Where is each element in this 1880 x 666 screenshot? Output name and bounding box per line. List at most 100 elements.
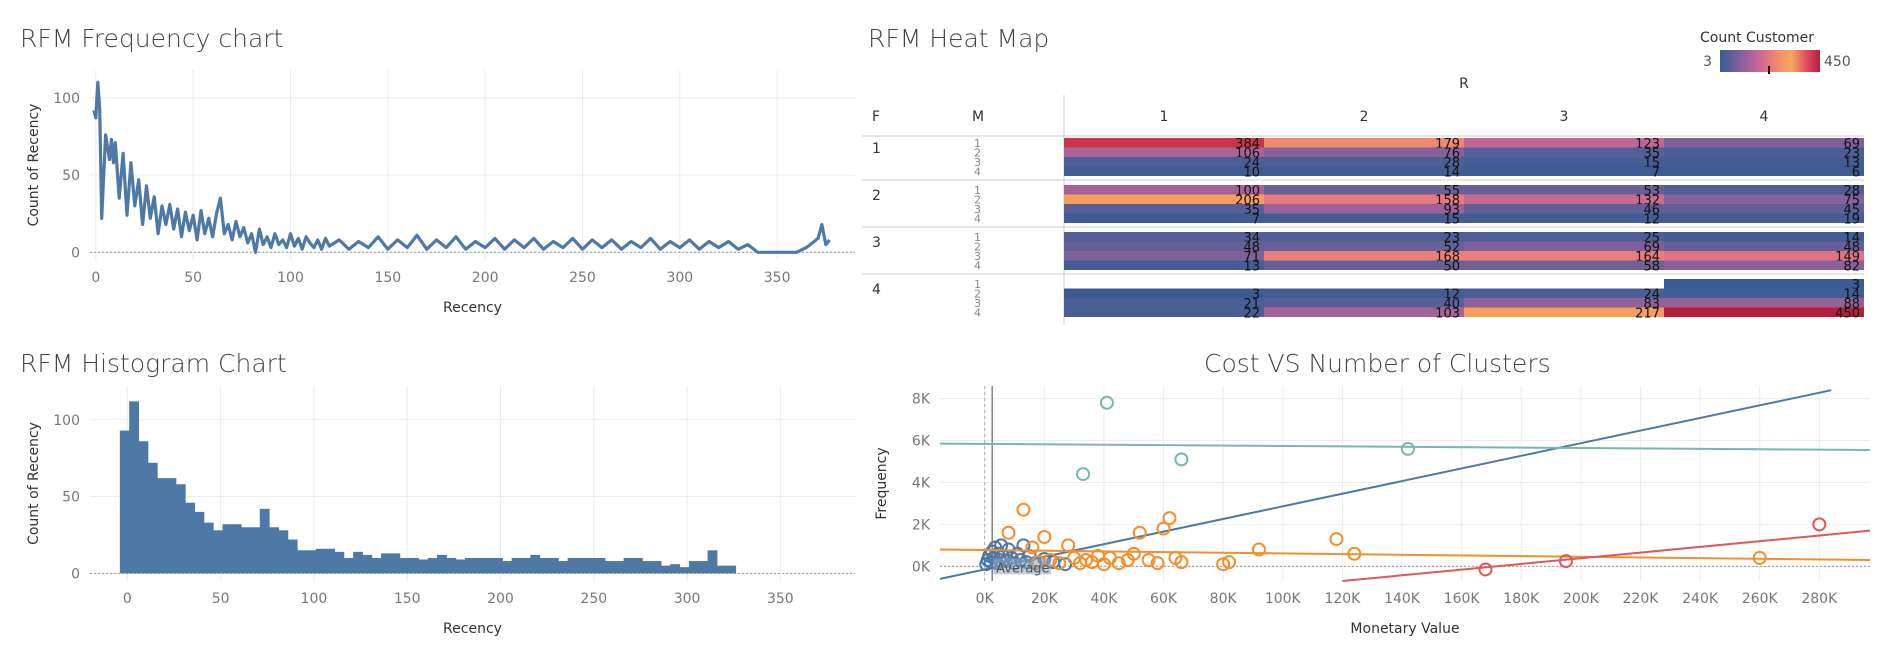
scatter-point (1052, 556, 1067, 571)
m-label: 1 (974, 231, 981, 244)
heat-cell (1264, 166, 1464, 176)
histogram-bar (493, 557, 503, 574)
heat-title: RFM Heat Map (868, 24, 1050, 53)
heat-cell (1664, 138, 1864, 148)
scatter-point (1156, 521, 1171, 536)
scatter-point (1061, 538, 1076, 553)
heat-cell (1664, 288, 1864, 298)
scatter-point (1347, 546, 1362, 561)
legend-bar (1720, 50, 1820, 72)
histogram-bar (567, 557, 578, 574)
f-label: 2 (872, 188, 881, 204)
heat-cell (1064, 147, 1264, 157)
histogram-bar (418, 559, 429, 574)
f-label: 1 (872, 141, 881, 157)
histogram-bar (670, 564, 681, 574)
heat-cell (1264, 260, 1464, 270)
histogram-bar (259, 508, 270, 574)
x-tick-label: 100K (1265, 591, 1302, 607)
heat-value: 13 (1243, 260, 1260, 275)
scatter-point (1400, 441, 1415, 456)
m-label: 4 (974, 166, 981, 179)
scatter-point (1079, 553, 1094, 568)
histogram-bar (343, 557, 354, 574)
heat-value: 450 (1835, 307, 1860, 322)
histogram-bar (707, 550, 718, 574)
scatter-point (1016, 502, 1031, 517)
heat-cell (1464, 213, 1664, 223)
heat-cell (1664, 147, 1864, 157)
histogram-bar (278, 530, 289, 574)
x-tick-label: 150 (374, 270, 401, 286)
heat-cell (1264, 251, 1464, 261)
histogram-bar (185, 502, 195, 574)
heat-value: 6 (1852, 166, 1860, 181)
m-label: 1 (974, 184, 981, 197)
histogram-bar (409, 557, 419, 574)
scatter-point (1099, 395, 1114, 410)
legend-max: 450 (1824, 54, 1851, 70)
heat-cell (1064, 260, 1264, 270)
histogram-bar (390, 553, 401, 574)
clusters-chart: 0K 20K 40K 60K 80K 100K 120K 140K 160K 180K 200K 22… (874, 386, 1871, 637)
heat-value: 82 (1843, 260, 1860, 275)
y-tick-label: 6K (912, 434, 931, 450)
x-tick-label: 50 (184, 270, 202, 286)
scatter-point (1126, 546, 1141, 561)
histogram-bar (502, 561, 513, 574)
histogram-bar (362, 554, 373, 574)
x-tick-label: 350 (764, 270, 791, 286)
heat-cell (1464, 232, 1664, 242)
histogram-bar (315, 548, 326, 574)
x-tick-label: 100 (301, 591, 328, 607)
histogram-bar (138, 441, 149, 574)
heat-cell (1664, 204, 1864, 214)
heat-cell (1064, 157, 1264, 167)
histogram-bar (194, 511, 205, 574)
x-axis-label: Recency (443, 300, 502, 316)
heat-cell (1064, 251, 1264, 261)
scatter-point (1037, 529, 1052, 544)
heat-value: 3 (1252, 288, 1260, 303)
histogram-bar (381, 553, 391, 574)
heat-value: 58 (1643, 260, 1660, 275)
heat-cell (1264, 307, 1464, 317)
heat-cell (1464, 166, 1664, 176)
heat-cell (1664, 213, 1864, 223)
x-tick-label: 160K (1444, 591, 1481, 607)
histogram-bar (455, 559, 466, 574)
histogram-bar (576, 557, 587, 574)
histogram-bar (287, 539, 298, 574)
scatter-point (1478, 562, 1493, 577)
heat-cell (1464, 288, 1664, 298)
heat-cell (1064, 288, 1264, 298)
scatter-point (1251, 542, 1266, 557)
histogram-bar (474, 557, 485, 574)
histogram-bar (222, 524, 233, 574)
heat-cell (1264, 194, 1464, 204)
histogram-bar (175, 484, 186, 574)
histogram-bar (595, 557, 606, 574)
heat-value: 7 (1652, 166, 1660, 181)
histogram-bar (716, 565, 727, 574)
f-label: 4 (872, 282, 881, 298)
x-tick-label: 220K (1623, 591, 1660, 607)
scatter-point (1076, 467, 1091, 482)
m-label: 3 (974, 250, 981, 263)
trend-line (939, 389, 1832, 580)
scatter-point (1329, 532, 1344, 547)
histogram-bar (614, 561, 625, 574)
histogram-bar (465, 557, 475, 574)
freq-chart: 0 50 100 150 200 250 300 350 0 50 100 Recency Count … (26, 70, 855, 316)
heat-cell (1064, 241, 1264, 251)
x-tick-label: 0 (123, 591, 132, 607)
column-label: 4 (1760, 109, 1769, 125)
heat-cell (1664, 298, 1864, 308)
x-tick-label: 200 (472, 270, 499, 286)
row-header-m: M (972, 109, 984, 125)
heat-cell (1464, 298, 1664, 308)
heat-cell (1664, 232, 1864, 242)
freq-title: RFM Frequency chart (20, 24, 284, 53)
m-label: 4 (974, 307, 981, 320)
heat-value: 15 (1443, 213, 1460, 228)
